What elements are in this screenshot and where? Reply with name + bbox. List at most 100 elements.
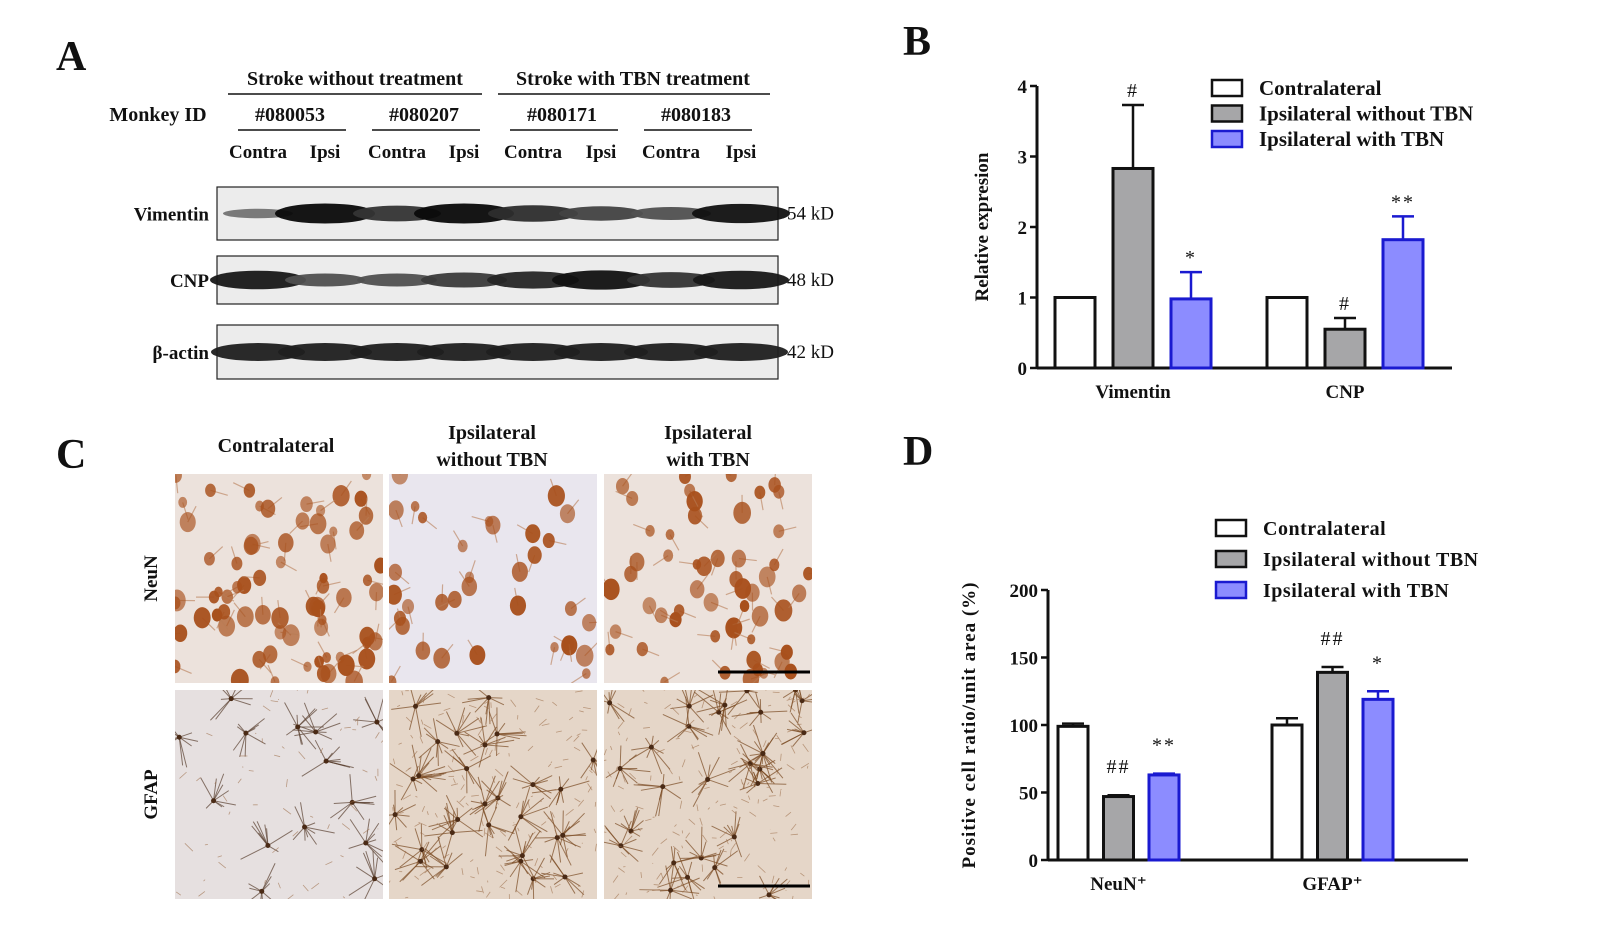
astrocyte-process <box>614 822 632 832</box>
fiber <box>588 765 596 774</box>
astrocyte-process <box>688 725 708 738</box>
neuron-cell <box>232 580 243 594</box>
astrocyte-process <box>488 806 498 826</box>
fiber <box>587 786 592 793</box>
astrocyte-body <box>449 830 455 836</box>
fiber <box>282 808 292 815</box>
fiber <box>496 738 502 744</box>
astrocyte-process <box>532 857 545 880</box>
astrocyte-process <box>515 861 522 893</box>
monkey-id: #080053 <box>255 104 325 126</box>
fiber <box>298 751 306 760</box>
neuron-cell <box>354 490 368 507</box>
y-tick-label: 2 <box>1018 218 1028 239</box>
neuron-cell <box>179 512 196 533</box>
astrocyte-process <box>509 860 522 878</box>
astrocyte-body <box>410 776 416 782</box>
neuron-cell <box>361 474 372 481</box>
micrograph-gfap-2 <box>604 690 812 899</box>
neuron-cell <box>731 549 747 568</box>
fiber <box>423 861 426 864</box>
astrocyte-process <box>374 875 383 880</box>
fiber <box>575 690 583 693</box>
fiber <box>395 841 399 848</box>
astrocyte-process <box>304 826 335 834</box>
micrograph-background <box>604 690 812 899</box>
fiber <box>554 829 558 837</box>
neuron-cell <box>727 618 738 631</box>
fiber <box>741 798 750 803</box>
neuron-cell <box>509 595 527 616</box>
fiber <box>702 834 708 843</box>
fiber <box>587 783 593 791</box>
astrocyte-process <box>480 717 486 746</box>
neuron-process <box>175 602 176 604</box>
fiber <box>573 746 581 752</box>
fiber <box>801 697 805 700</box>
neuron-cell <box>305 596 321 616</box>
astrocyte-process <box>352 795 377 803</box>
fiber <box>486 891 491 898</box>
astrocyte-process <box>292 826 305 841</box>
fiber <box>422 696 426 703</box>
neuron-cell <box>316 665 331 683</box>
fiber <box>770 832 778 834</box>
fiber <box>320 747 324 754</box>
fiber <box>198 891 206 897</box>
astrocyte-body <box>211 798 217 804</box>
astrocyte-process <box>564 876 576 894</box>
protein-label: β-actin <box>153 343 210 364</box>
astrocyte-process <box>727 690 748 716</box>
fiber <box>484 832 494 839</box>
legend-swatch <box>1210 129 1244 149</box>
astrocyte-process <box>803 729 812 734</box>
significance-marker: * <box>1372 652 1384 674</box>
astrocyte-process <box>292 729 316 733</box>
astrocyte-process <box>389 814 396 826</box>
astrocyte-process <box>349 774 353 803</box>
significance-marker: ## <box>1321 628 1345 650</box>
fiber <box>342 896 346 899</box>
fiber <box>175 891 182 896</box>
astrocyte-body <box>392 812 398 818</box>
fiber <box>749 811 757 817</box>
fiber <box>375 732 380 739</box>
fiber <box>578 799 585 807</box>
fiber <box>470 755 479 762</box>
fiber <box>642 690 645 692</box>
astrocyte-process <box>658 786 664 817</box>
astrocyte-process <box>437 836 447 868</box>
neuron-cell <box>636 642 649 657</box>
astrocyte-process <box>700 826 703 858</box>
fiber <box>499 879 508 888</box>
fiber <box>516 889 523 896</box>
fiber <box>527 745 534 752</box>
astrocyte-process <box>707 756 720 780</box>
neuron-cell <box>175 474 182 483</box>
blot-band <box>350 343 444 361</box>
fiber <box>526 844 532 849</box>
neuron-cell <box>175 624 188 643</box>
astrocyte-process <box>488 711 498 735</box>
fiber <box>698 770 703 777</box>
fiber <box>772 837 776 842</box>
astrocyte-process <box>605 827 622 847</box>
neuron-cell <box>684 483 696 498</box>
fiber <box>788 696 791 700</box>
fiber <box>645 818 652 822</box>
fiber <box>272 847 279 854</box>
fiber <box>652 889 660 891</box>
x-category-label: NeuN⁺ <box>1090 874 1146 895</box>
astrocyte-process <box>801 700 812 703</box>
fiber <box>731 809 737 815</box>
y-tick-label: 100 <box>1010 716 1039 737</box>
neuron-cell <box>300 496 313 513</box>
fiber <box>651 847 659 856</box>
fiber <box>476 890 483 893</box>
blot-band <box>552 270 650 290</box>
fiber <box>535 698 544 702</box>
astrocyte-body <box>766 892 772 898</box>
blot-band <box>357 273 437 287</box>
fiber <box>744 853 750 862</box>
fiber <box>431 847 437 855</box>
